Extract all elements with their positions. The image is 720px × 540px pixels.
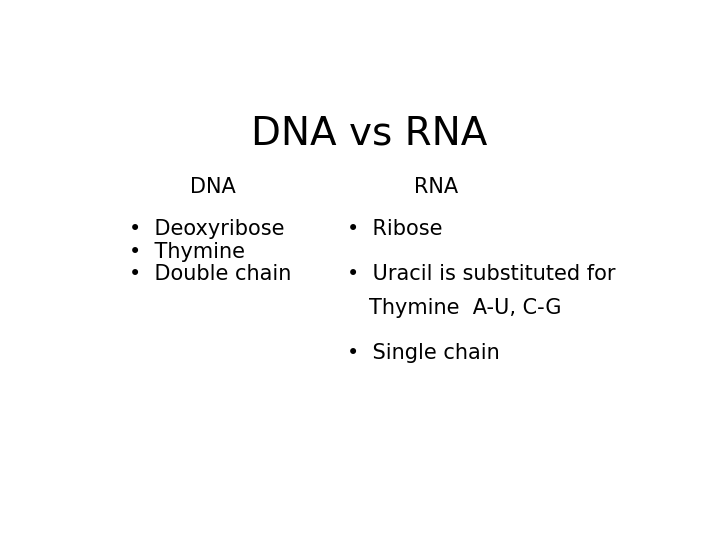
Text: •  Thymine: • Thymine: [129, 241, 245, 261]
Text: •  Deoxyribose: • Deoxyribose: [129, 219, 284, 239]
Text: DNA vs RNA: DNA vs RNA: [251, 114, 487, 153]
Text: RNA: RNA: [414, 177, 458, 197]
Text: DNA: DNA: [190, 177, 235, 197]
Text: •  Double chain: • Double chain: [129, 265, 292, 285]
Text: •  Uracil is substituted for: • Uracil is substituted for: [347, 265, 615, 285]
Text: •  Single chain: • Single chain: [347, 343, 500, 363]
Text: Thymine  A-U, C-G: Thymine A-U, C-G: [369, 298, 562, 318]
Text: •  Ribose: • Ribose: [347, 219, 442, 239]
